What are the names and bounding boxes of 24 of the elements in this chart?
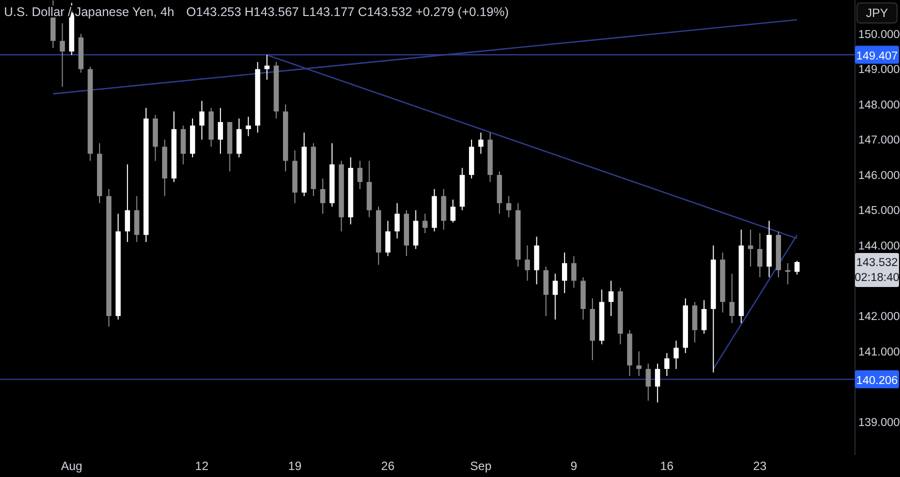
text: 02:18:40 bbox=[854, 272, 900, 284]
y-tick-label: 139.000 bbox=[858, 416, 900, 429]
y-tick-label: 146.000 bbox=[858, 170, 900, 182]
x-tick-label: 23 bbox=[753, 459, 767, 473]
x-tick-label: 26 bbox=[381, 459, 395, 473]
x-tick-label: 9 bbox=[570, 459, 578, 473]
y-tick-label: 149.000 bbox=[858, 64, 900, 76]
y-tick-label: 145.000 bbox=[858, 205, 900, 218]
x-tick-label: 19 bbox=[288, 459, 302, 473]
y-tick-label: 142.000 bbox=[858, 311, 900, 324]
ref-line-label: 140.206 bbox=[856, 374, 898, 387]
text: 143.532 bbox=[856, 256, 898, 269]
y-tick-label: 148.000 bbox=[858, 99, 900, 112]
y-tick-label: 147.000 bbox=[858, 134, 900, 147]
y-tick-label: 144.000 bbox=[858, 240, 900, 252]
text: JPY bbox=[866, 6, 888, 20]
y-tick-label: 150.000 bbox=[858, 28, 900, 41]
x-tick-label: Aug bbox=[60, 459, 82, 473]
x-tick-label: Sep bbox=[470, 459, 492, 473]
chart-subtitle: O143.253 H143.567 L143.177 C143.532 +0.279 (+0.19%) bbox=[186, 5, 509, 19]
x-tick-label: 12 bbox=[195, 459, 209, 473]
x-tick-label: 16 bbox=[660, 459, 674, 473]
y-tick-label: 141.000 bbox=[858, 346, 900, 358]
ref-line-label: 149.407 bbox=[856, 50, 898, 62]
